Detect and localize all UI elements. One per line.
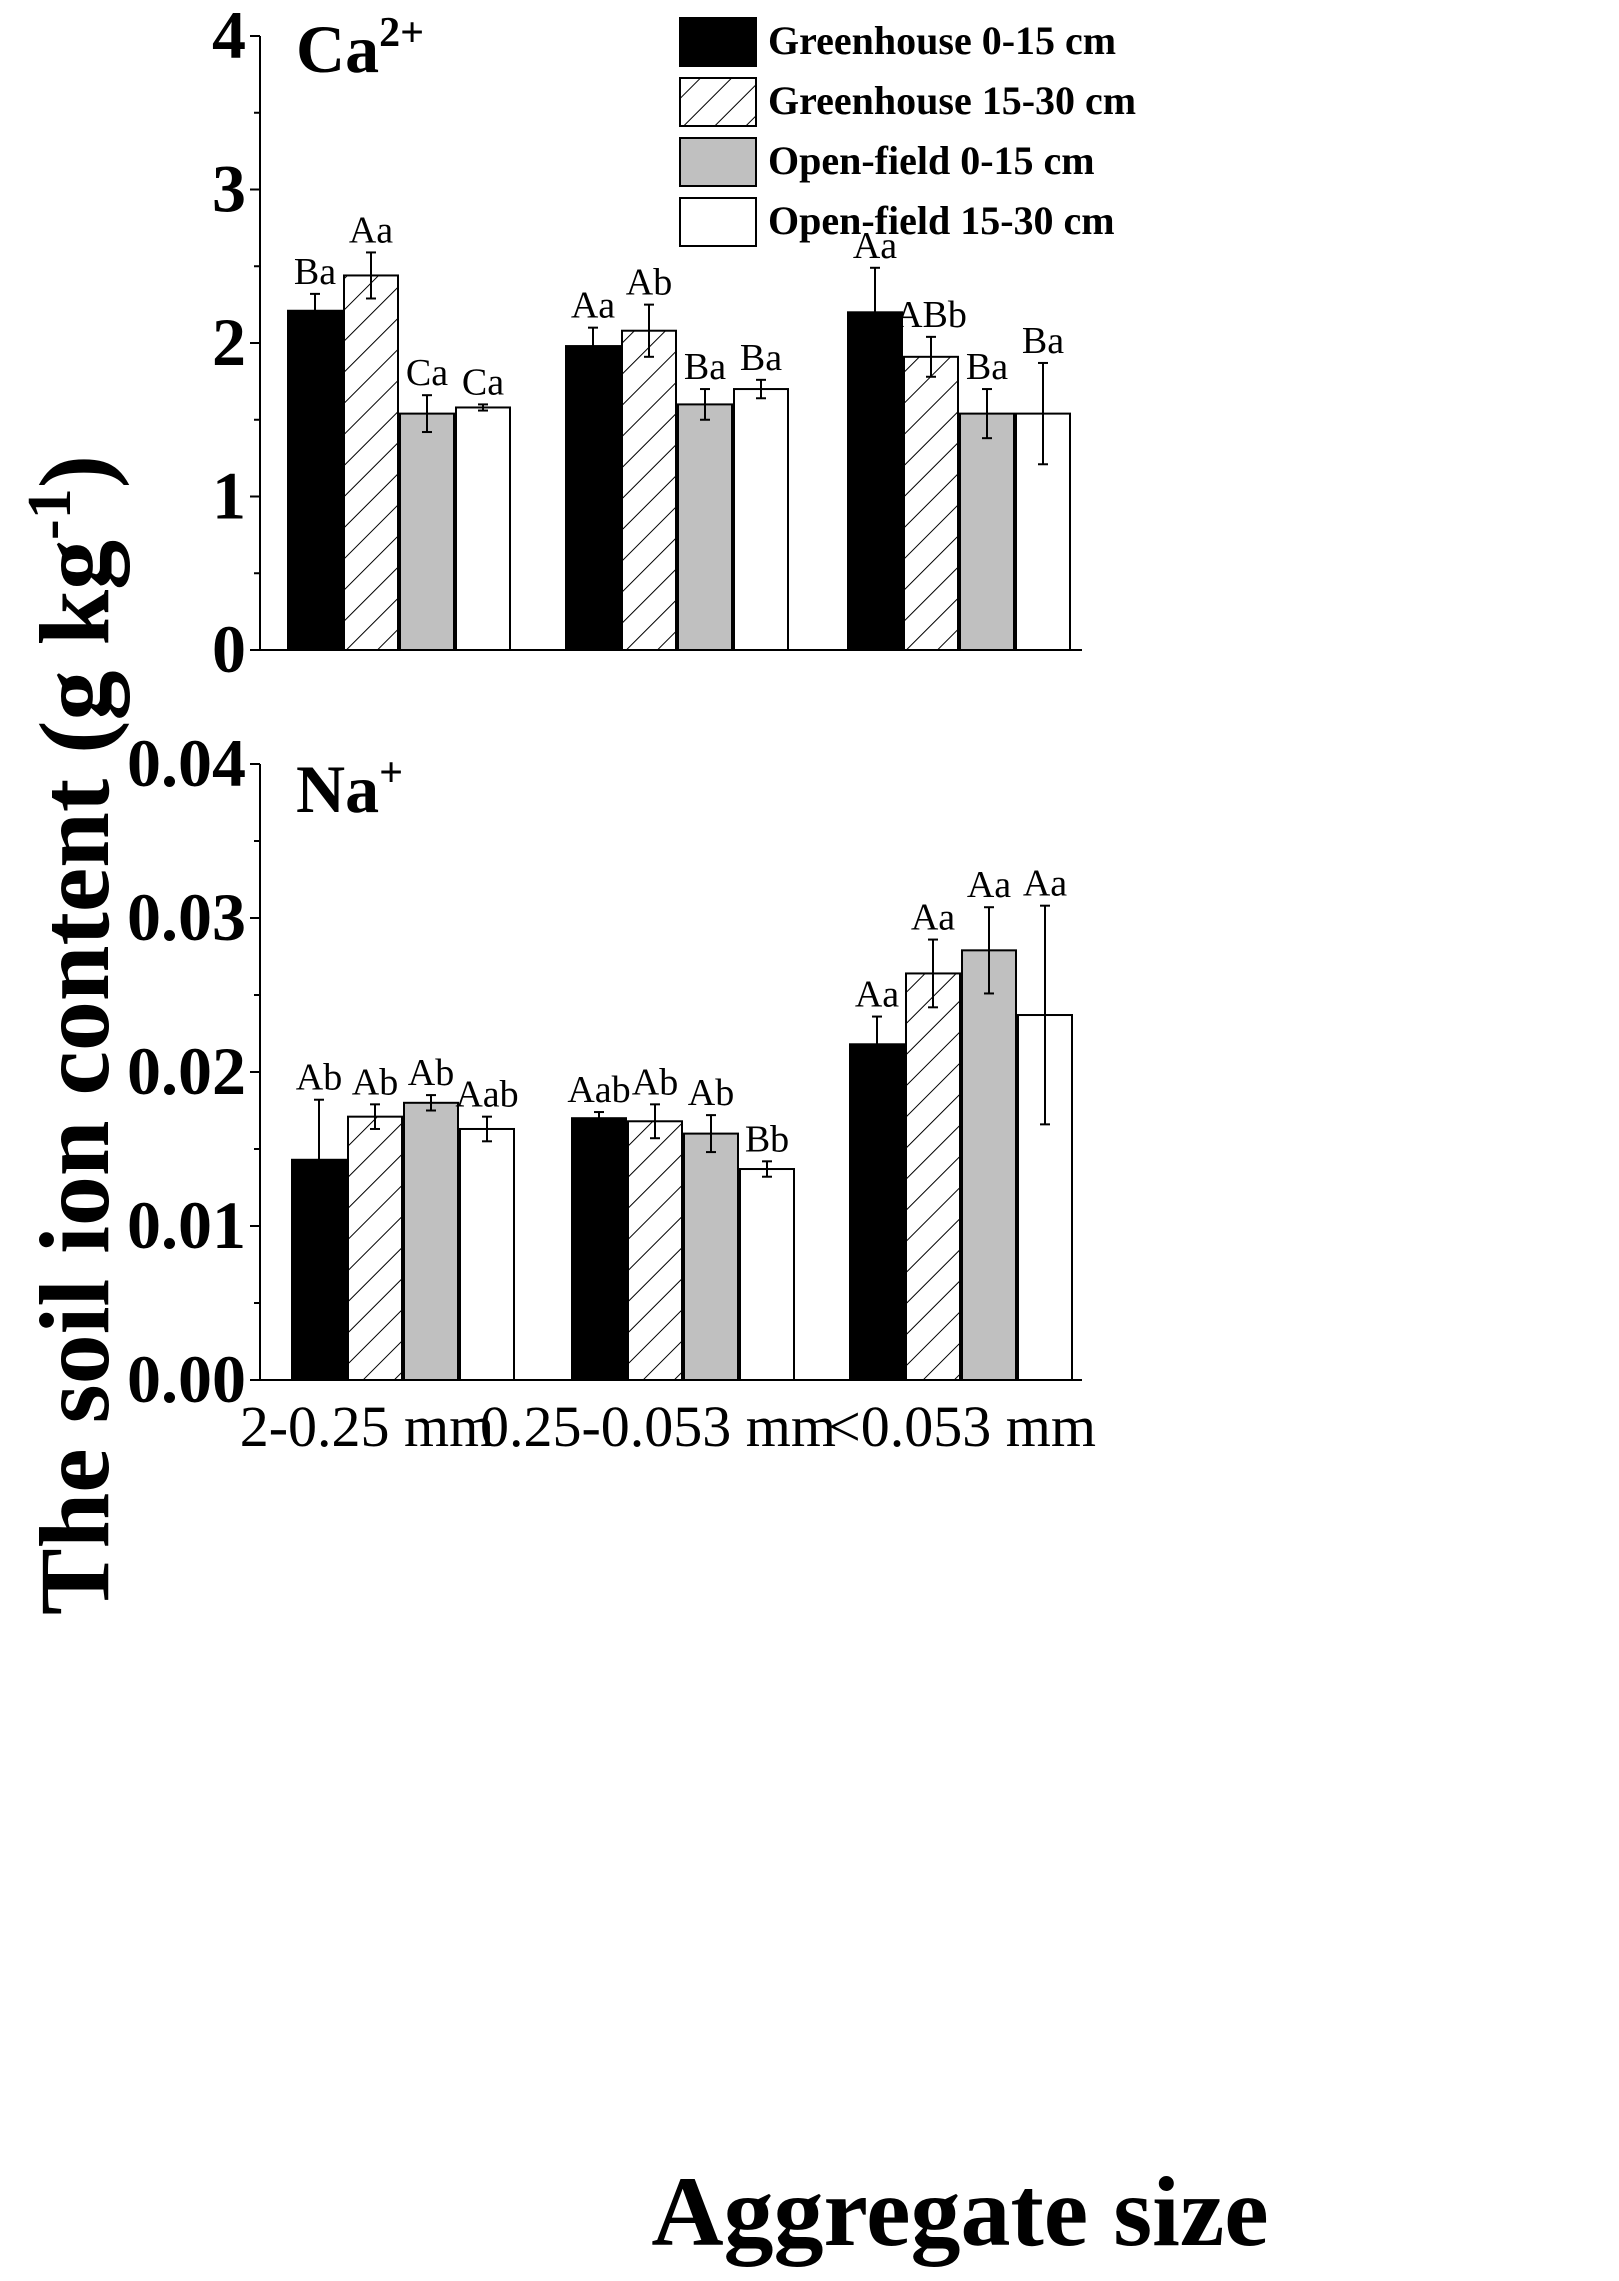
bar — [627, 1120, 683, 1382]
bar — [565, 345, 621, 651]
data-label: Ca — [406, 352, 448, 394]
x-tick-label: <0.053 mm — [828, 1394, 1096, 1459]
y-axis-title-text: The soil ion content (g kg — [19, 540, 130, 1615]
legend-label: Open-field 0-15 cm — [768, 138, 1095, 183]
legend-label: Greenhouse 0-15 cm — [768, 18, 1116, 63]
data-label: Ab — [632, 1061, 678, 1103]
bar — [459, 1127, 515, 1381]
data-label: Aa — [967, 864, 1011, 906]
panel-title-base: Na — [296, 751, 379, 827]
data-label: Aa — [911, 897, 955, 939]
x-tick-label: 2-0.25 mm — [240, 1394, 495, 1459]
bar — [849, 1043, 905, 1382]
bar — [571, 1117, 627, 1381]
panel-title-sup: + — [379, 750, 403, 796]
data-label: Ab — [688, 1072, 734, 1114]
y-tick-label: 3 — [212, 151, 246, 227]
bar — [347, 1115, 403, 1382]
panel-title-sup: 2+ — [379, 10, 424, 56]
panel-title: Ca2+ — [296, 10, 424, 87]
data-label: Ba — [684, 346, 726, 388]
x-tick-label: 0.25-0.053 mm — [480, 1394, 836, 1459]
data-label: Aa — [853, 225, 897, 267]
bar — [961, 949, 1017, 1382]
legend-label: Open-field 15-30 cm — [768, 198, 1115, 243]
y-tick-label: 0.04 — [127, 725, 246, 801]
data-label: Aa — [855, 974, 899, 1016]
bar — [905, 972, 961, 1381]
data-label: Ba — [294, 251, 336, 293]
bar — [399, 412, 455, 651]
data-label: Ab — [296, 1057, 342, 1099]
data-label: Aab — [455, 1074, 518, 1116]
legend-swatch — [679, 77, 757, 127]
y-tick-label: 0 — [212, 611, 246, 687]
y-tick-label: 0.03 — [127, 879, 246, 955]
x-axis-title: Aggregate size — [651, 2156, 1268, 2267]
bar — [683, 1132, 739, 1381]
bar — [903, 355, 959, 651]
data-label: Ab — [626, 262, 672, 304]
data-label: Ba — [1022, 320, 1064, 362]
data-label: Ab — [408, 1052, 454, 1094]
y-tick-label: 0.00 — [127, 1341, 246, 1417]
data-label: Ca — [462, 361, 504, 403]
bar — [847, 311, 903, 651]
legend-swatch — [679, 197, 757, 247]
legend: Greenhouse 0-15 cm Greenhouse 15-30 cm Ope… — [679, 17, 1136, 247]
data-label: Aa — [1023, 863, 1067, 905]
y-axis-title-close: ) — [19, 455, 130, 488]
bar — [733, 388, 789, 651]
data-label: Aa — [571, 285, 615, 327]
data-label: Ab — [352, 1061, 398, 1103]
y-tick-label: 1 — [212, 458, 246, 534]
bar — [621, 329, 677, 651]
bar — [677, 403, 733, 651]
data-label: Aa — [349, 209, 393, 251]
y-tick-label: 4 — [212, 0, 246, 73]
data-label: Ba — [966, 346, 1008, 388]
y-tick-label: 0.02 — [127, 1033, 246, 1109]
panel-title: Na+ — [296, 750, 403, 827]
legend-swatch — [679, 137, 757, 187]
y-axis-title: The soil ion content (g kg-1) — [16, 455, 130, 1615]
bar — [959, 412, 1015, 651]
y-tick-label: 2 — [212, 304, 246, 380]
data-label: Bb — [745, 1118, 789, 1160]
y-tick-label: 0.01 — [127, 1187, 246, 1263]
bar — [403, 1101, 459, 1382]
data-label: Aab — [567, 1069, 630, 1111]
panel-title-base: Ca — [296, 11, 379, 87]
category-labels: 2-0.25 mm0.25-0.053 mm<0.053 mm — [240, 1394, 1096, 1459]
bar — [455, 406, 511, 651]
bar — [343, 274, 399, 651]
legend-label: Greenhouse 15-30 cm — [768, 78, 1136, 123]
legend-swatch — [679, 17, 757, 67]
bar — [287, 309, 343, 651]
y-axis-title-sup: -1 — [16, 488, 84, 540]
data-label: ABb — [895, 294, 967, 336]
data-label: Ba — [740, 337, 782, 379]
bar — [739, 1168, 795, 1382]
